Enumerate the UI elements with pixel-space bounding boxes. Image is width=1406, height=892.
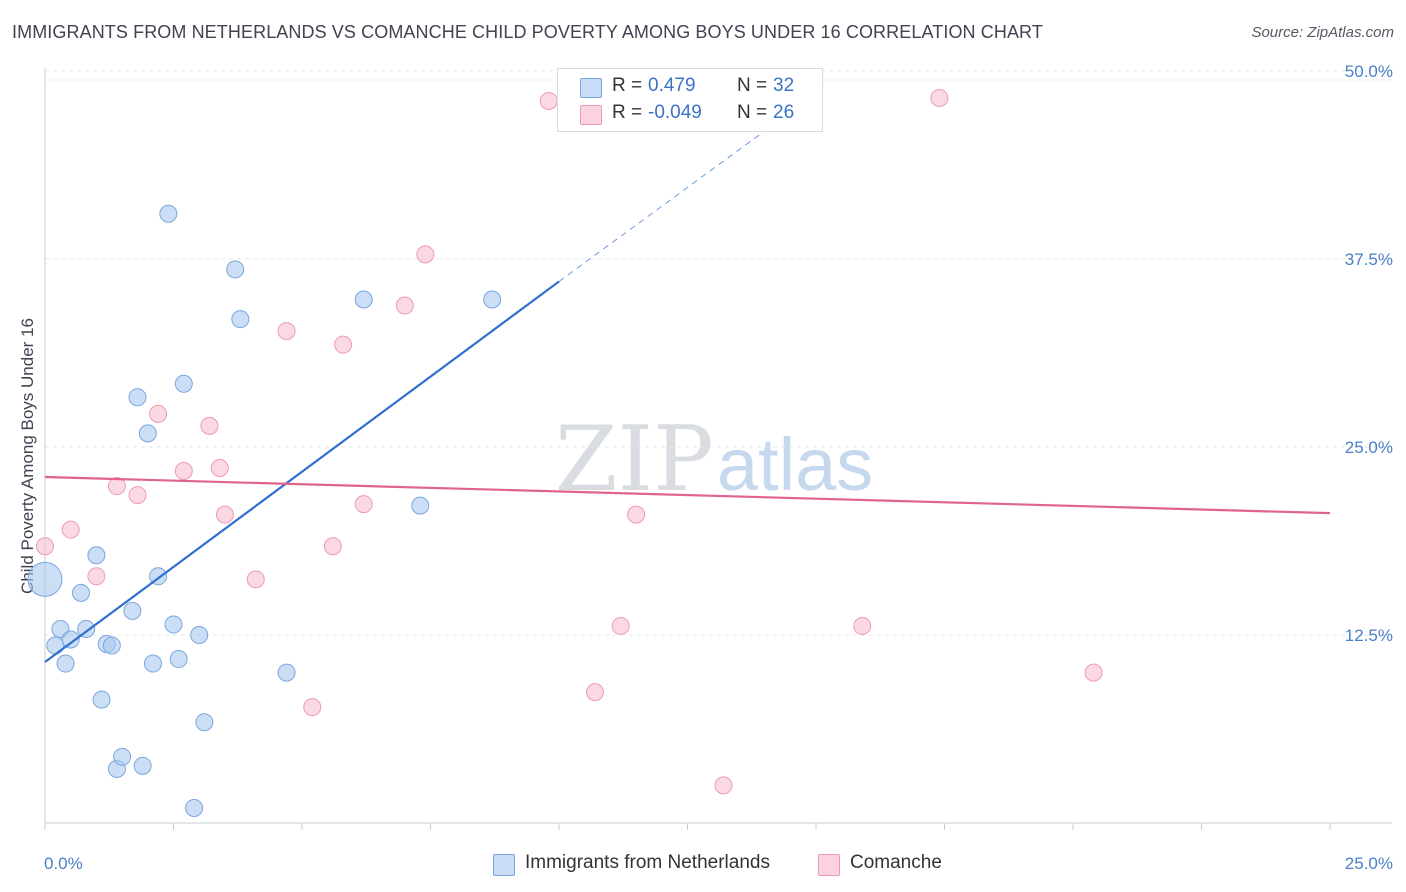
y-tick-label: 37.5% (1345, 250, 1393, 269)
source-label: Source: ZipAtlas.com (1251, 24, 1394, 41)
netherlands-point (143, 654, 162, 673)
chart-title: IMMIGRANTS FROM NETHERLANDS VS COMANCHE … (12, 22, 1043, 42)
x-tick-label: 25.0% (1345, 854, 1393, 873)
correlation-legend: R = 0.479 N = 32 R = -0.049 N = 26 (557, 68, 823, 132)
netherlands-point (354, 290, 373, 309)
netherlands-point (71, 583, 90, 602)
legend-swatch-pink (818, 854, 840, 876)
netherlands-point (56, 654, 75, 673)
netherlands-point (87, 546, 106, 565)
comanche-point (334, 335, 353, 354)
netherlands-point (92, 690, 111, 709)
netherlands-point (174, 374, 193, 393)
netherlands-point (169, 650, 188, 669)
netherlands-point (164, 615, 183, 634)
comanche-point (627, 505, 646, 524)
r-value: -0.049 (648, 102, 702, 123)
netherlands-point (46, 636, 65, 655)
comanche-point (174, 462, 193, 481)
legend-label: Immigrants from Netherlands (525, 852, 770, 873)
r-label: R = (612, 75, 643, 96)
series-legend: Immigrants from Netherlands Comanche (0, 852, 1406, 878)
comanche-point (416, 245, 435, 264)
n-label: N = (737, 102, 768, 123)
netherlands-point (231, 310, 250, 329)
netherlands-point (195, 713, 214, 732)
comanche-point (200, 416, 219, 435)
comanche-point (277, 322, 296, 341)
comanche-point (107, 477, 126, 496)
comanche-point (210, 459, 229, 478)
netherlands-point (190, 625, 209, 644)
netherlands-point (159, 204, 178, 223)
comanche-point (539, 91, 558, 110)
n-label: N = (737, 75, 768, 96)
netherlands-point (277, 663, 296, 682)
netherlands-point (483, 290, 502, 309)
legend-swatch-pink (580, 105, 602, 125)
comanche-point (323, 537, 342, 556)
watermark-atlas: atlas (717, 423, 873, 506)
legend-swatch-blue (493, 854, 515, 876)
comanche-point (395, 296, 414, 315)
comanche-point (303, 698, 322, 717)
y-tick-label: 12.5% (1345, 626, 1393, 645)
comanche-point (1084, 663, 1103, 682)
comanche-point (853, 616, 872, 635)
y-tick-label: 50.0% (1345, 62, 1393, 81)
netherlands-trend-line (44, 280, 560, 663)
comanche-point (215, 505, 234, 524)
r-value: 0.479 (648, 75, 696, 96)
y-tick-label: 25.0% (1345, 438, 1393, 457)
netherlands-point (138, 424, 157, 443)
netherlands-point (77, 619, 96, 638)
n-value: 32 (773, 75, 795, 96)
comanche-trend-line (44, 475, 1331, 515)
comanche-point (128, 486, 147, 505)
comanche-point (930, 88, 949, 107)
netherlands-point (133, 756, 152, 775)
netherlands-point (185, 798, 204, 817)
x-tick-label: 0.0% (44, 854, 83, 873)
legend-swatch-blue (580, 78, 602, 98)
comanche-point (149, 404, 168, 423)
comanche-point (714, 776, 733, 795)
legend-label: Comanche (850, 852, 942, 873)
netherlands-point (61, 630, 80, 649)
netherlands-point (27, 561, 63, 597)
comanche-point (36, 537, 54, 556)
comanche-point (585, 683, 604, 702)
netherlands-point (123, 601, 142, 620)
r-label: R = (612, 102, 643, 123)
netherlands-point (411, 496, 430, 515)
watermark-zip: ZIP (555, 407, 714, 512)
netherlands-point (128, 388, 147, 407)
comanche-point (61, 520, 80, 539)
netherlands-point (102, 636, 121, 655)
n-value: 26 (773, 102, 795, 123)
comanche-point (611, 616, 630, 635)
comanche-point (354, 495, 373, 514)
comanche-point (87, 567, 106, 586)
netherlands-point (113, 747, 132, 766)
netherlands-point (226, 260, 245, 279)
comanche-point (246, 570, 265, 589)
